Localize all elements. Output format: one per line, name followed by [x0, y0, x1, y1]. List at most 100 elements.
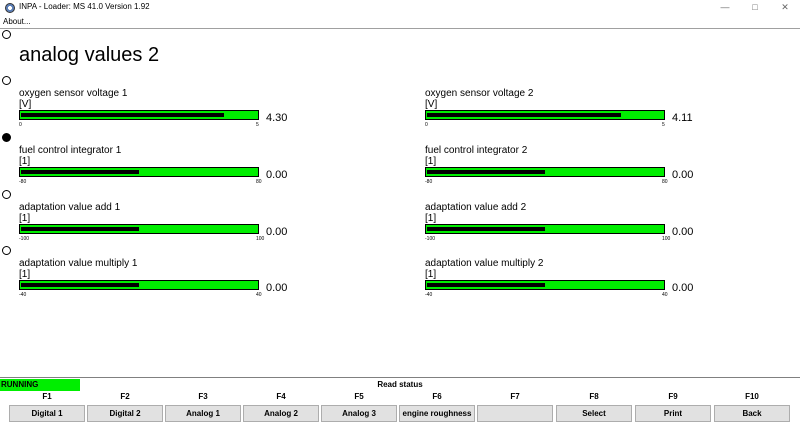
gauge-value: 0.00 [266, 282, 288, 294]
digital-1-button[interactable]: Digital 1 [9, 405, 85, 422]
gauge-fuel-control-2: fuel control integrator 2 [1] 0.00 -80 8… [425, 145, 693, 201]
gauge-fill [21, 227, 139, 231]
gauge-bar [425, 280, 665, 290]
gauge-min: -80 [19, 179, 27, 185]
analog-1-button[interactable]: Analog 1 [165, 405, 241, 422]
running-status-badge: RUNNING [0, 379, 80, 391]
gauge-label: adaptation value multiply 1 [19, 258, 138, 269]
gauge-label: adaptation value multiply 2 [425, 258, 544, 269]
gauge-adaptation-add-1: adaptation value add 1 [1] 0.00 -100 100 [19, 202, 287, 258]
close-button[interactable]: ✕ [781, 2, 789, 12]
gauge-oxygen-sensor-2: oxygen sensor voltage 2 [V] 4.11 0 5 [425, 88, 693, 144]
gauge-fill [427, 283, 545, 287]
fkey-f7: F7 [477, 391, 553, 426]
gauge-fill [21, 283, 139, 287]
gauge-label: fuel control integrator 1 [19, 145, 122, 156]
title-bar: INPA - Loader: MS 41.0 Version 1.92 — □ … [0, 0, 800, 16]
fkey-label: F5 [354, 392, 364, 401]
digital-2-button[interactable]: Digital 2 [87, 405, 163, 422]
gauge-fill [427, 113, 621, 117]
gauge-value: 4.30 [266, 112, 288, 124]
gauge-unit: [1] [425, 156, 437, 167]
gauge-adaptation-add-2: adaptation value add 2 [1] 0.00 -100 100 [425, 202, 693, 258]
gauge-bar [425, 110, 665, 120]
gauge-value: 4.11 [672, 112, 693, 124]
fkey-f10: F10 Back [714, 391, 790, 426]
gauge-min: 0 [19, 122, 22, 128]
fkey-label: F4 [276, 392, 286, 401]
gauge-bar [425, 224, 665, 234]
gauge-unit: [1] [425, 213, 437, 224]
radio-screen-1[interactable] [2, 30, 11, 39]
gauge-min: -100 [425, 236, 436, 242]
gauge-unit: [V] [425, 99, 438, 110]
gauge-max: 100 [662, 236, 671, 242]
gauge-max: 5 [256, 122, 259, 128]
fkey-label: F2 [120, 392, 130, 401]
minimize-button[interactable]: — [720, 2, 730, 12]
gauge-fill [21, 170, 139, 174]
gauge-adaptation-multiply-1: adaptation value multiply 1 [1] 0.00 -40… [19, 258, 287, 314]
radio-screen-4[interactable] [2, 190, 11, 199]
fkey-f4: F4 Analog 2 [243, 391, 319, 426]
radio-screen-5[interactable] [2, 246, 11, 255]
gauge-unit: [1] [425, 269, 437, 280]
gauge-max: 80 [256, 179, 262, 185]
fkey-label: F10 [745, 392, 759, 401]
gauge-min: -80 [425, 179, 433, 185]
fkey-f3: F3 Analog 1 [165, 391, 241, 426]
print-button[interactable]: Print [635, 405, 711, 422]
gauge-value: 0.00 [672, 226, 694, 238]
gauge-fuel-control-1: fuel control integrator 1 [1] 0.00 -80 8… [19, 145, 287, 201]
f7-button[interactable] [477, 405, 553, 422]
gauge-min: 0 [425, 122, 428, 128]
gauge-bar [19, 224, 259, 234]
fkey-f1: F1 Digital 1 [9, 391, 85, 426]
gauge-min: -40 [19, 292, 27, 298]
gauge-max: 100 [256, 236, 265, 242]
engine-roughness-button[interactable]: engine roughness [399, 405, 475, 422]
fkey-f6: F6 engine roughness [399, 391, 475, 426]
gauge-oxygen-sensor-1: oxygen sensor voltage 1 [V] 4.30 0 5 [19, 88, 287, 144]
fkey-f2: F2 Digital 2 [87, 391, 163, 426]
read-status-label: Read status [377, 380, 423, 389]
main-panel [0, 28, 800, 377]
gauge-bar [19, 110, 259, 120]
page-title: analog values 2 [19, 44, 160, 66]
gauge-label: oxygen sensor voltage 2 [425, 88, 534, 99]
gauge-min: -100 [19, 236, 30, 242]
select-button[interactable]: Select [556, 405, 632, 422]
gauge-bar [19, 167, 259, 177]
fkey-f9: F9 Print [635, 391, 711, 426]
gauge-fill [21, 113, 224, 117]
fkey-label: F7 [510, 392, 520, 401]
gauge-value: 0.00 [266, 169, 288, 181]
radio-screen-3[interactable] [2, 133, 11, 142]
status-bar: RUNNING Read status [0, 377, 800, 391]
window-title: INPA - Loader: MS 41.0 Version 1.92 [19, 2, 150, 11]
radio-screen-2[interactable] [2, 76, 11, 85]
gauge-unit: [V] [19, 99, 32, 110]
fkey-label: F9 [668, 392, 678, 401]
gauge-max: 40 [256, 292, 262, 298]
analog-2-button[interactable]: Analog 2 [243, 405, 319, 422]
gauge-max: 5 [662, 122, 665, 128]
gauge-label: fuel control integrator 2 [425, 145, 528, 156]
gauge-fill [427, 227, 545, 231]
analog-3-button[interactable]: Analog 3 [321, 405, 397, 422]
gauge-label: adaptation value add 2 [425, 202, 527, 213]
fkey-f5: F5 Analog 3 [321, 391, 397, 426]
back-button[interactable]: Back [714, 405, 790, 422]
gauge-value: 0.00 [266, 226, 288, 238]
fkey-label: F3 [198, 392, 208, 401]
gauge-unit: [1] [19, 156, 31, 167]
gauge-min: -40 [425, 292, 433, 298]
gauge-unit: [1] [19, 213, 31, 224]
gauge-value: 0.00 [672, 169, 694, 181]
gauge-value: 0.00 [672, 282, 694, 294]
gauge-unit: [1] [19, 269, 31, 280]
menu-bar: About... [0, 16, 800, 28]
fkey-label: F1 [42, 392, 52, 401]
maximize-button[interactable]: □ [752, 2, 758, 12]
menu-about[interactable]: About... [3, 17, 31, 26]
